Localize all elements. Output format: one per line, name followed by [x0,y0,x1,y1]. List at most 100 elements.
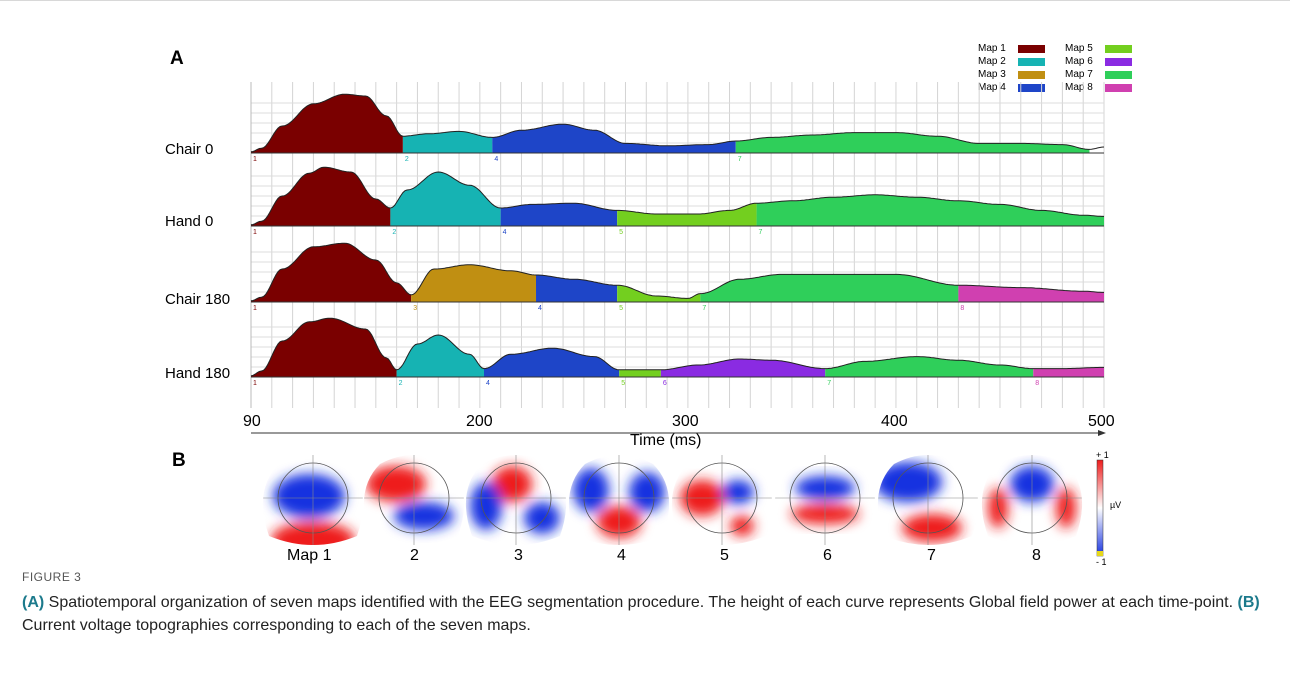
colorbar-tip [1097,551,1103,556]
segment-label-map-2: 2 [392,229,396,236]
top-rule [0,0,1290,1]
x-tick-90: 90 [243,413,261,430]
legend-swatch [1105,84,1132,92]
segment-label-map-2: 2 [399,380,403,387]
segment-map-6 [660,359,826,377]
topo-label-map-8: 8 [1032,547,1041,564]
segment-map-2 [402,131,493,153]
legend-swatch [1018,71,1045,79]
segment-label-map-8: 8 [960,305,964,312]
legend-swatch [1105,45,1132,53]
segment-map-2 [390,172,501,226]
gfp-curve [250,166,1104,226]
segment-map-7 [735,132,1090,153]
figure-caption: FIGURE 3 (A) Spatiotemporal organization… [22,570,1272,637]
legend-label: Map 2 [978,56,1006,67]
segment-map-3 [411,264,537,302]
gfp-curve [250,242,1104,302]
negative-blob [394,502,454,530]
positive-blob [492,466,532,502]
segment-map-5 [617,203,757,226]
legend-item-map-8: Map 8 [1065,82,1143,94]
segment-map-8 [958,285,1104,302]
topo-label-map-7: 7 [927,547,936,564]
segment-label-map-1: 1 [253,380,257,387]
x-axis-arrow [1098,430,1106,436]
legend-label: Map 4 [978,82,1006,93]
positive-blob [988,488,1008,528]
segment-map-8 [1033,367,1104,377]
segment-label-map-5: 5 [619,229,623,236]
caption-b-label: (B) [1237,594,1260,611]
segment-label-map-7: 7 [827,380,831,387]
topo-label-map-5: 5 [720,547,729,564]
topography-map-5 [671,455,773,545]
segment-label-map-1: 1 [253,229,257,236]
legend-item-map-4: Map 4 [978,82,1056,94]
caption-text: (A) Spatiotemporal organization of seven… [22,591,1272,637]
segment-map-4 [484,348,620,377]
negative-blob [524,502,560,534]
segment-map-4 [536,275,618,302]
row-label-hand-180: Hand 180 [165,365,231,382]
legend-swatch [1018,84,1045,92]
topography-maps [262,455,1104,557]
segment-label-map-1: 1 [253,156,257,163]
topo-label-map-4: 4 [617,547,626,564]
legend-label: Map 1 [978,43,1006,54]
negative-blob [722,480,754,504]
gfp-curve [250,317,1104,377]
x-tick-200: 200 [466,413,493,430]
topo-label-map-2: 2 [410,547,419,564]
segment-map-7 [756,194,1104,226]
negative-blob [877,462,942,502]
segment-label-map-2: 2 [405,156,409,163]
segment-label-map-4: 4 [494,156,498,163]
colorbar-top-label: + 1 [1096,450,1109,460]
row-label-hand-0: Hand 0 [165,213,214,230]
topography-map-8 [981,455,1083,545]
positive-blob [902,514,962,542]
segment-map-1 [251,243,412,302]
segment-map-1 [251,318,397,377]
x-tick-500: 500 [1088,413,1115,430]
legend-swatch [1105,58,1132,66]
segment-label-map-1: 1 [253,305,257,312]
negative-blob [470,482,502,530]
legend-item-map-7: Map 7 [1065,69,1143,81]
negative-blob [573,468,609,512]
panel-b-label: B [172,450,186,471]
legend-swatch [1018,58,1045,66]
segment-label-map-7: 7 [702,305,706,312]
positive-blob [366,466,426,502]
segment-label-map-7: 7 [759,229,763,236]
caption-a-label: (A) [22,594,45,611]
segment-label-map-8: 8 [1035,380,1039,387]
topo-label-map-6: 6 [823,547,832,564]
segment-map-5 [617,285,701,302]
segment-label-map-6: 6 [663,380,667,387]
legend-item-map-5: Map 5 [1065,43,1143,55]
segment-label-map-5: 5 [621,380,625,387]
negative-blob [629,472,665,512]
gfp-curve [250,93,1105,153]
legend-swatch [1105,71,1132,79]
segment-label-map-7: 7 [738,156,742,163]
caption-a-text: Spatiotemporal organization of seven map… [44,594,1238,611]
legend-label: Map 7 [1065,69,1093,80]
segment-label-map-4: 4 [486,380,490,387]
x-axis-title: Time (ms) [630,432,702,449]
positive-blob [1056,488,1076,528]
legend-item-map-1: Map 1 [978,43,1056,55]
topo-label-map-3: 3 [514,547,523,564]
topo-label-map-1: Map 1 [287,547,332,564]
caption-b-text: Current voltage topographies correspondi… [22,617,531,634]
topography-map-3 [465,455,567,545]
segment-map-1 [251,167,391,226]
legend-item-map-3: Map 3 [978,69,1056,81]
topography-map-6 [774,455,876,545]
segment-map-5 [619,369,661,377]
topography-map-4 [568,455,670,545]
